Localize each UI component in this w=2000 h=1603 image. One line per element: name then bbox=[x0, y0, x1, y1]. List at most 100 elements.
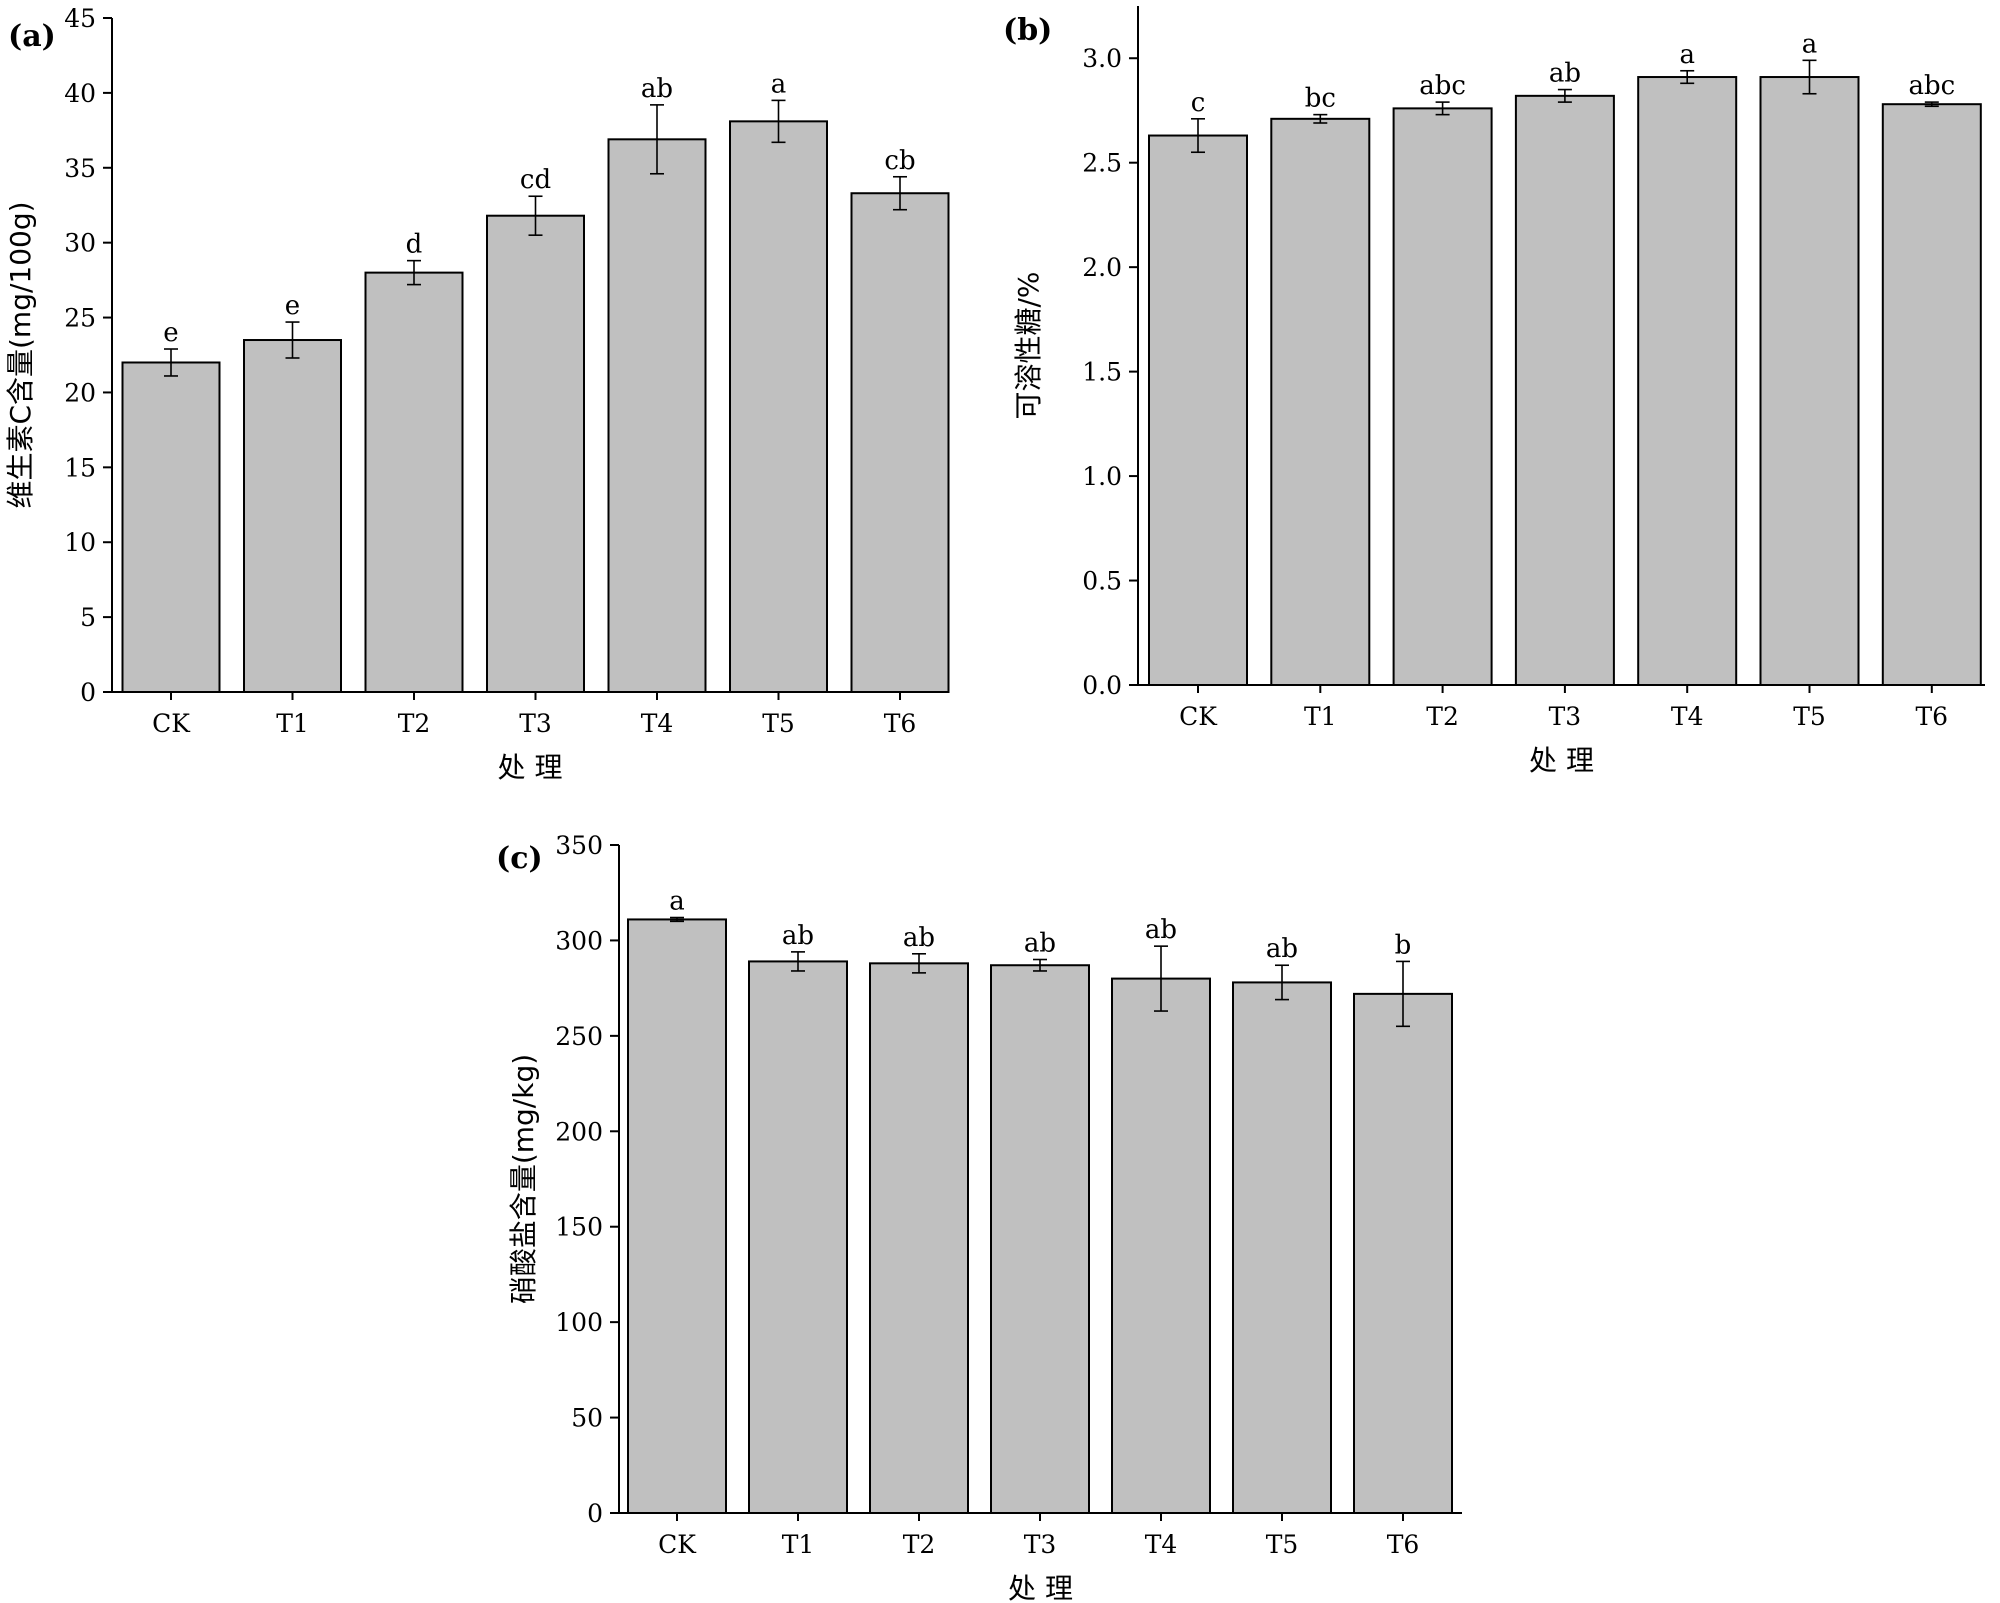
significance-label-ck: a bbox=[669, 887, 685, 917]
bar-t3 bbox=[1514, 94, 1615, 687]
bar-t6 bbox=[1353, 992, 1453, 1514]
significance-label-t1: bc bbox=[1305, 84, 1336, 114]
error-bar-t4 bbox=[1154, 945, 1168, 1012]
error-bar-t3 bbox=[528, 195, 543, 236]
bar-t4 bbox=[1637, 76, 1738, 686]
x-tick-label-t2: T2 bbox=[1426, 702, 1459, 731]
error-bar-t5 bbox=[771, 99, 786, 144]
significance-label-t2: abc bbox=[1419, 71, 1466, 101]
y-tick-label: 350 bbox=[555, 831, 603, 860]
x-axis-title: 处 理 bbox=[1008, 1572, 1073, 1603]
panel-label: (a) bbox=[8, 19, 56, 54]
bar-t5 bbox=[1759, 76, 1860, 686]
significance-label-t6: abc bbox=[1908, 71, 1955, 101]
y-tick-label: 25 bbox=[64, 304, 96, 333]
error-bar-t5 bbox=[1802, 59, 1817, 95]
y-axis-title: 硝酸盐含量(mg/kg) bbox=[507, 1054, 540, 1304]
bar-ck bbox=[1148, 134, 1248, 687]
y-tick-label: 1.0 bbox=[1082, 462, 1122, 491]
bar-t1 bbox=[1270, 117, 1371, 686]
x-tick-label-t5: T5 bbox=[762, 709, 795, 738]
y-tick-label: 200 bbox=[555, 1117, 603, 1146]
x-tick-label-t1: T1 bbox=[782, 1530, 815, 1559]
error-bar-t6 bbox=[893, 175, 907, 211]
error-bar-t4 bbox=[1680, 69, 1695, 85]
significance-label-ck: e bbox=[163, 318, 178, 348]
y-tick-label: 20 bbox=[64, 378, 96, 407]
y-tick-label: 150 bbox=[555, 1213, 603, 1242]
significance-label-t3: ab bbox=[1549, 59, 1581, 89]
error-bar-t6 bbox=[1924, 101, 1939, 108]
x-tick-label-t2: T2 bbox=[398, 709, 431, 738]
error-bar-t1 bbox=[1313, 113, 1328, 124]
y-tick-label: 2.0 bbox=[1082, 253, 1122, 282]
bar-t1 bbox=[243, 339, 342, 693]
x-tick-label-t5: T5 bbox=[1266, 1530, 1299, 1559]
error-bar-t2 bbox=[407, 259, 421, 286]
bar-ck bbox=[627, 918, 727, 1514]
bar-t2 bbox=[1392, 107, 1493, 686]
bar-t2 bbox=[869, 962, 969, 1514]
y-tick-label: 2.5 bbox=[1082, 149, 1122, 178]
error-bar-t1 bbox=[791, 951, 805, 972]
y-tick-label: 10 bbox=[64, 528, 96, 557]
significance-label-t3: cd bbox=[520, 165, 551, 195]
x-tick-label-t2: T2 bbox=[903, 1530, 936, 1559]
x-tick-label-t5: T5 bbox=[1793, 702, 1826, 731]
chart-panel-a: (a) e CK e T1 d T2 cd T3 ab T4 a T5 cb T6 0 5 10 15 20 25 30 3… bbox=[4, 4, 950, 784]
error-bar-t2 bbox=[1435, 101, 1450, 116]
x-axis-title: 处 理 bbox=[498, 751, 563, 784]
y-tick-label: 45 bbox=[64, 4, 96, 33]
significance-label-t5: a bbox=[771, 69, 787, 99]
significance-label-t1: e bbox=[285, 291, 300, 321]
error-bar-ck bbox=[670, 916, 684, 923]
bar-t4 bbox=[1111, 977, 1211, 1514]
y-tick-label: 0 bbox=[587, 1499, 603, 1528]
panel-label: (b) bbox=[1003, 13, 1052, 48]
bar-t3 bbox=[990, 964, 1090, 1514]
significance-label-t3: ab bbox=[1024, 929, 1056, 959]
y-tick-label: 250 bbox=[555, 1022, 603, 1051]
x-tick-label-t1: T1 bbox=[276, 709, 309, 738]
error-bar-ck bbox=[164, 348, 178, 377]
bar-t5 bbox=[1232, 981, 1332, 1514]
chart-panel-b: (b) c CK bc T1 abc T2 ab T3 a T4 a T5 abc T6 0.0 0.5 1.0 1… bbox=[1003, 6, 1985, 777]
x-tick-label-ck: CK bbox=[1179, 702, 1218, 731]
bar-t6 bbox=[1881, 103, 1982, 686]
bar-ck bbox=[121, 361, 221, 693]
x-tick-label-t4: T4 bbox=[1671, 702, 1704, 731]
error-bar-t5 bbox=[1275, 964, 1289, 1001]
error-bar-t1 bbox=[285, 321, 300, 359]
significance-label-ck: c bbox=[1191, 88, 1206, 118]
significance-label-t2: d bbox=[406, 230, 423, 260]
error-bar-t3 bbox=[1033, 958, 1047, 972]
bar-t1 bbox=[748, 960, 848, 1514]
y-tick-label: 0.5 bbox=[1082, 567, 1122, 596]
y-tick-label: 3.0 bbox=[1082, 44, 1122, 73]
y-tick-label: 40 bbox=[64, 79, 96, 108]
error-bar-t2 bbox=[912, 952, 926, 974]
bar-t3 bbox=[486, 214, 585, 693]
y-tick-label: 50 bbox=[571, 1404, 603, 1433]
x-tick-label-t3: T3 bbox=[1024, 1530, 1057, 1559]
x-tick-label-t3: T3 bbox=[519, 709, 552, 738]
significance-label-t2: ab bbox=[903, 923, 935, 953]
error-bar-t3 bbox=[1557, 88, 1572, 103]
error-bar-ck bbox=[1191, 118, 1205, 154]
significance-label-t4: ab bbox=[641, 74, 673, 104]
x-tick-label-t4: T4 bbox=[1145, 1530, 1178, 1559]
x-tick-label-t4: T4 bbox=[641, 709, 674, 738]
y-tick-label: 300 bbox=[555, 926, 603, 955]
y-tick-label: 0.0 bbox=[1082, 671, 1122, 700]
x-tick-label-t1: T1 bbox=[1304, 702, 1337, 731]
x-tick-label-t6: T6 bbox=[1387, 1530, 1420, 1559]
x-tick-label-t6: T6 bbox=[884, 709, 917, 738]
x-tick-label-t3: T3 bbox=[1549, 702, 1582, 731]
bar-t6 bbox=[850, 192, 950, 694]
significance-label-t4: ab bbox=[1145, 915, 1177, 945]
y-axis-title: 维生素C含量(mg/100g) bbox=[4, 201, 37, 508]
y-tick-label: 15 bbox=[64, 453, 96, 482]
bar-t4 bbox=[607, 138, 707, 693]
bar-t5 bbox=[729, 120, 828, 693]
chart-panel-c: (c) a CK ab T1 ab T2 ab T3 ab T4 ab T5 b T6 0 50 100 150 20… bbox=[496, 831, 1462, 1603]
